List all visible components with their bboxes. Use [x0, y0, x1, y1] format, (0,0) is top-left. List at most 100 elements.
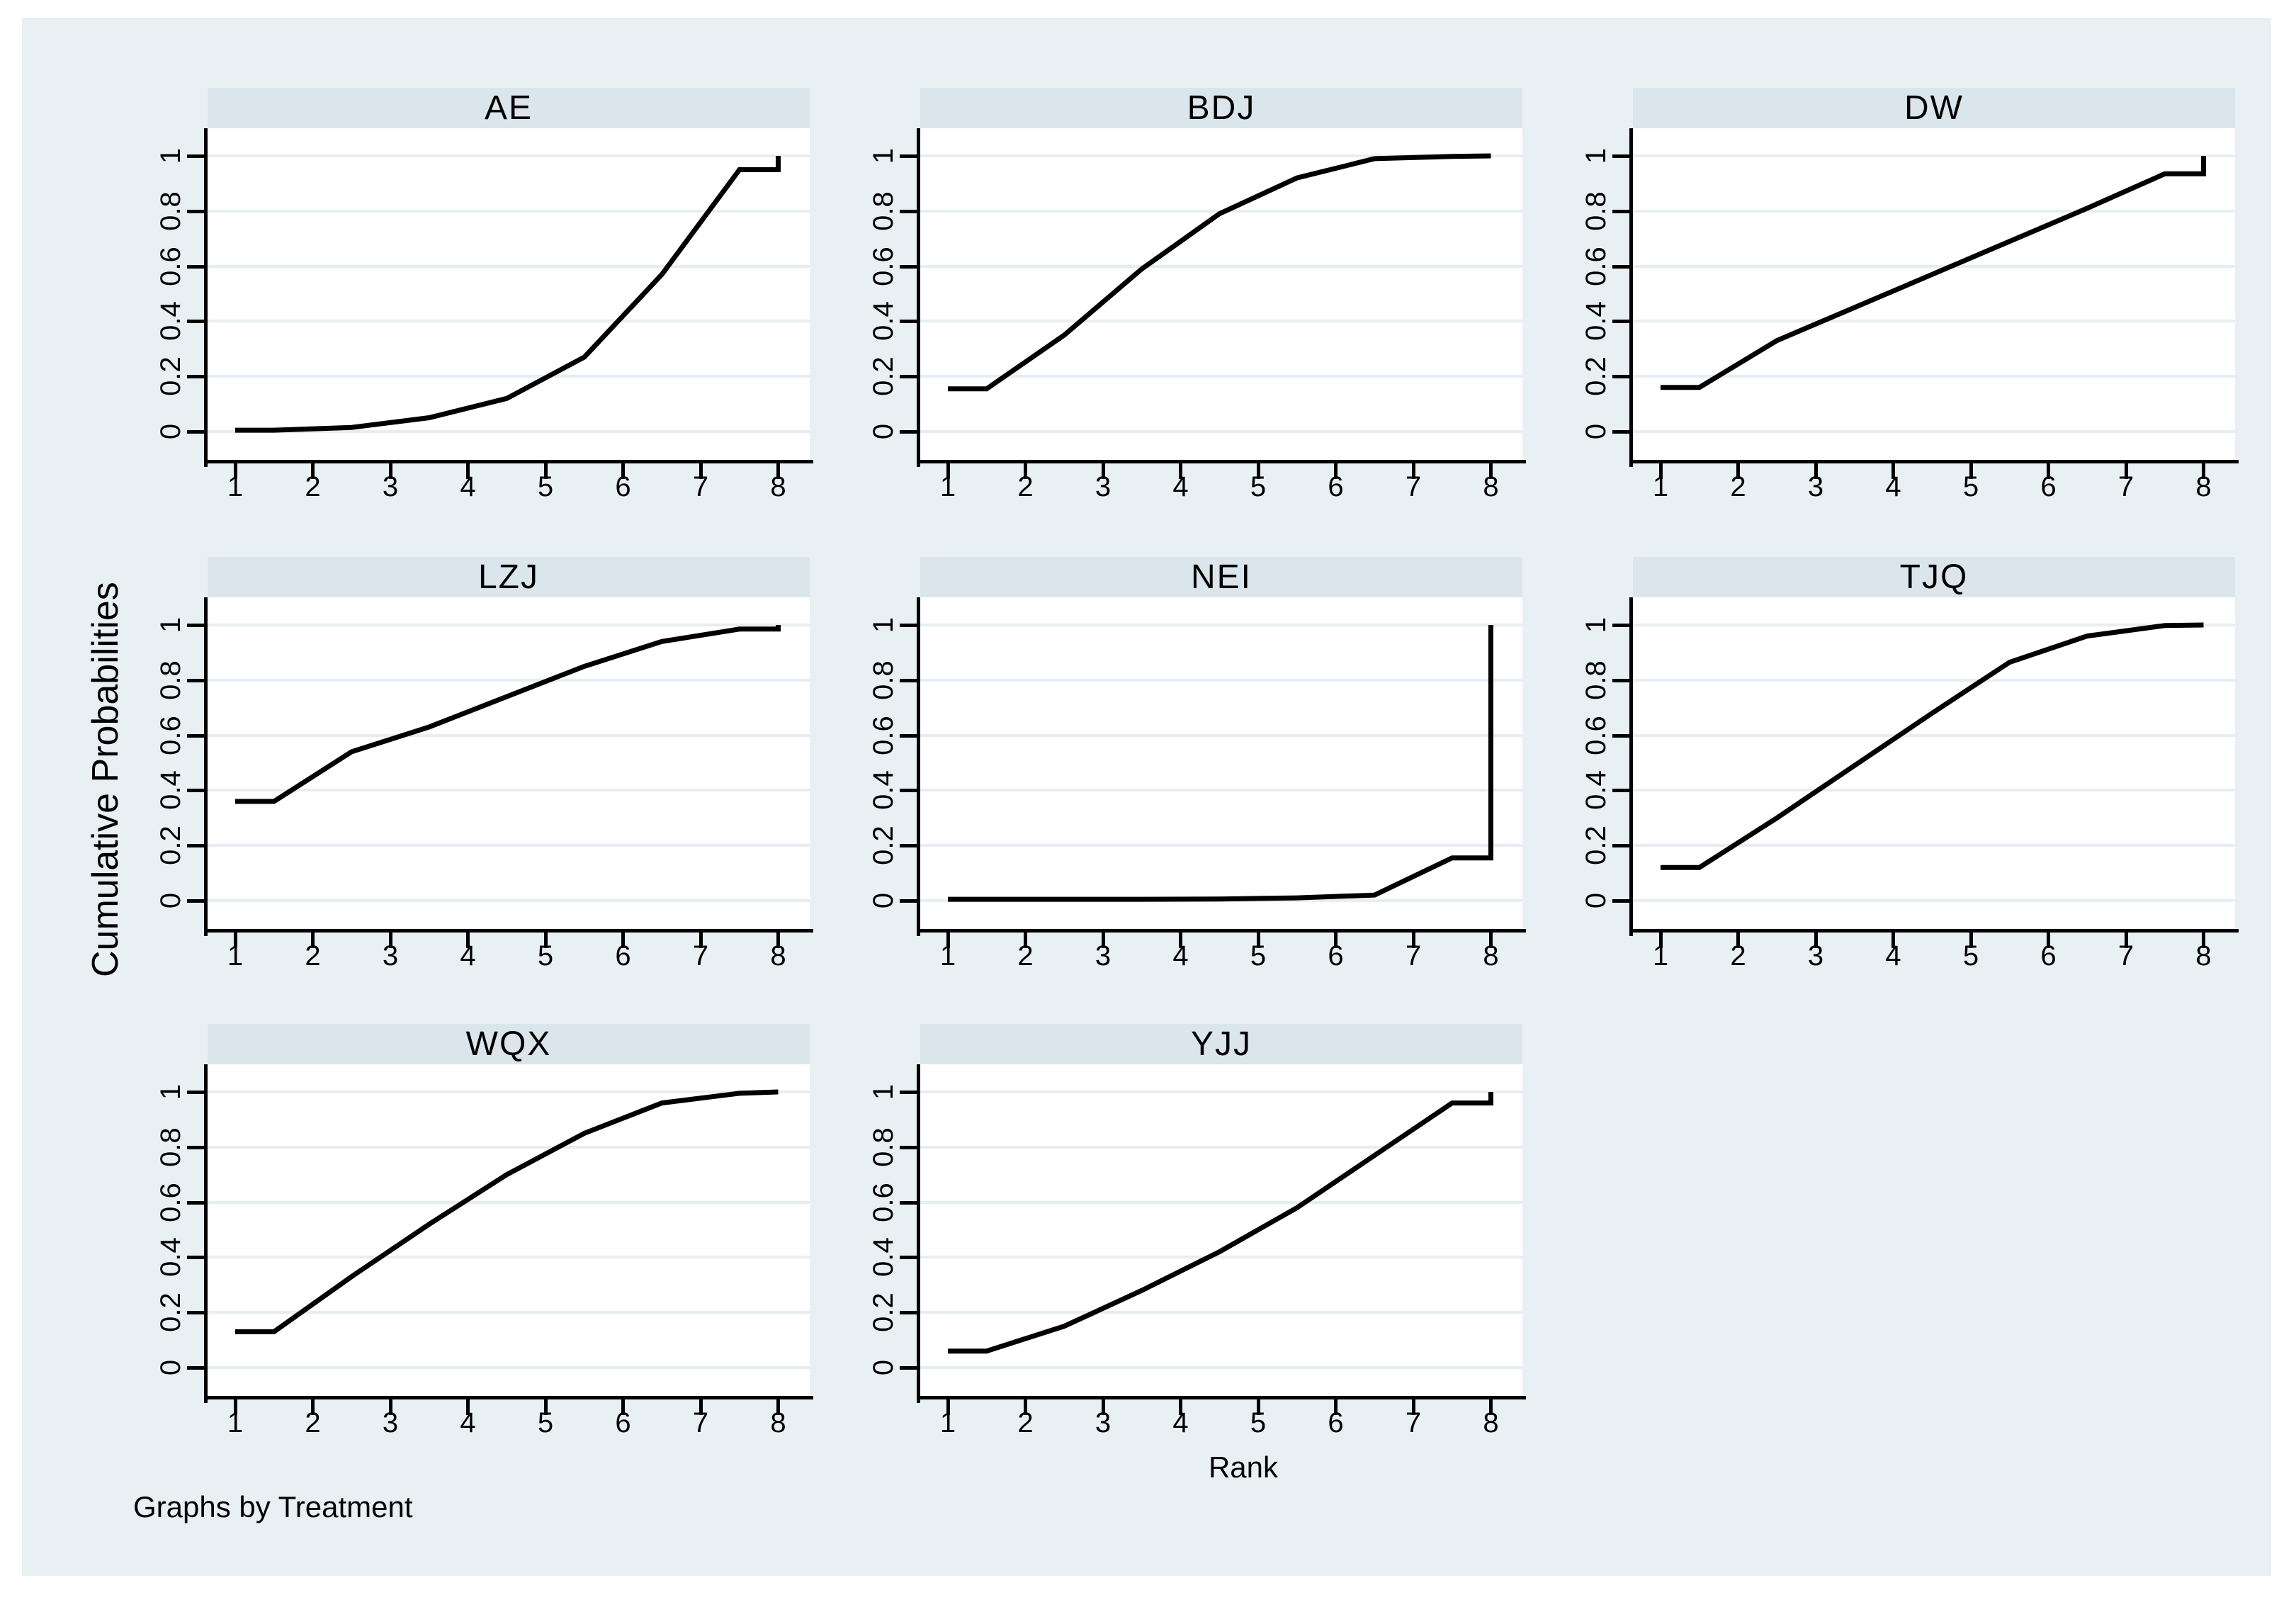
- curve-svg: [235, 1089, 779, 1334]
- gridline: [1633, 678, 2235, 682]
- x-tick: [543, 933, 548, 948]
- cumulative-probability-curve: [235, 156, 781, 433]
- x-tick: [1489, 933, 1493, 948]
- plot-area: 0 0.2 0.4 0.6 0.8 1 1 2 3 4 5 6 7 8: [155, 128, 813, 502]
- panel-title-band: WQX: [208, 1024, 810, 1064]
- x-tick: [1969, 463, 1973, 479]
- x-tick-label: 7: [1405, 1407, 1422, 1438]
- gridline: [1633, 789, 2235, 792]
- panel-title-band: YJJ: [920, 1024, 1522, 1064]
- x-tick-label: 5: [1962, 940, 1979, 971]
- panel-title-band: NEI: [920, 557, 1522, 597]
- x-tick-label: 8: [1483, 940, 1499, 971]
- y-axis-line: [917, 597, 920, 936]
- gridline: [920, 1145, 1522, 1149]
- gridline: [208, 844, 810, 847]
- curve-svg: [948, 153, 1491, 392]
- x-tick-label: 1: [227, 471, 244, 502]
- curve-svg: [235, 625, 781, 804]
- x-tick-label: 6: [615, 940, 631, 971]
- panel-title-band: LZJ: [208, 557, 810, 597]
- x-tick-label: 5: [537, 1407, 554, 1438]
- x-tick: [1256, 463, 1260, 479]
- x-axis-line: [1629, 460, 2239, 463]
- panel-title: NEI: [1190, 558, 1252, 596]
- x-tick: [1814, 463, 1818, 479]
- y-axis-line: [917, 128, 920, 467]
- panel-title: TJQ: [1899, 558, 1969, 596]
- gridline: [208, 264, 810, 268]
- cumulative-probability-curve: [1661, 156, 2206, 390]
- x-tick: [699, 463, 703, 479]
- y-tick: [187, 678, 204, 682]
- x-tick: [2047, 463, 2050, 479]
- x-tick: [1658, 933, 1663, 948]
- x-tick-label: 8: [770, 940, 786, 971]
- x-tick-label: 6: [2040, 940, 2057, 971]
- y-tick: [900, 209, 917, 213]
- gridline: [208, 1200, 810, 1204]
- gridline: [920, 264, 1522, 268]
- y-tick: [1612, 154, 1629, 158]
- gridline: [208, 1091, 810, 1093]
- gridline: [1633, 430, 2235, 433]
- x-tick: [1736, 933, 1740, 948]
- x-tick-label: 4: [1172, 471, 1189, 502]
- y-tick: [900, 154, 917, 158]
- x-tick-label: 8: [1483, 1407, 1499, 1438]
- gridline: [208, 320, 810, 323]
- panel-title: BDJ: [1187, 89, 1256, 127]
- plot-area: 0 0.2 0.4 0.6 0.8 1 1 2 3 4 5 6 7 8: [155, 597, 813, 971]
- x-tick: [233, 463, 237, 479]
- y-tick: [1612, 678, 1629, 682]
- y-tick-label: 1: [868, 616, 899, 633]
- x-tick: [1024, 933, 1027, 948]
- y-tick: [187, 264, 204, 269]
- x-axis-line: [1629, 929, 2239, 933]
- y-tick: [187, 154, 204, 158]
- curve-svg: [235, 156, 781, 433]
- gridline: [208, 430, 810, 433]
- x-tick: [1736, 463, 1740, 479]
- gridline: [208, 1145, 810, 1149]
- y-tick: [900, 678, 917, 682]
- panel-title-band: BDJ: [920, 88, 1522, 128]
- gridline: [920, 1200, 1522, 1204]
- x-tick: [1334, 463, 1338, 479]
- x-tick: [2202, 463, 2205, 479]
- x-tick: [543, 1399, 548, 1415]
- x-tick-label: 6: [615, 1407, 631, 1438]
- y-tick: [900, 1311, 917, 1315]
- x-tick-label: 4: [1172, 1407, 1189, 1438]
- gridline: [920, 1256, 1522, 1259]
- x-tick: [1814, 933, 1818, 948]
- x-tick-label: 5: [1250, 940, 1267, 971]
- cumulative-probability-curve: [948, 1092, 1493, 1354]
- gridline: [208, 1311, 810, 1314]
- x-tick-label: 3: [382, 1407, 399, 1438]
- x-tick: [466, 933, 470, 948]
- gridline: [920, 320, 1522, 323]
- x-tick-label: 5: [1250, 471, 1267, 502]
- y-axis-line: [204, 597, 208, 936]
- x-tick: [2202, 933, 2205, 948]
- y-tick: [900, 844, 917, 848]
- gridline: [208, 899, 810, 902]
- x-tick-label: 5: [537, 471, 554, 502]
- gridline: [1633, 375, 2235, 378]
- gridline: [920, 1091, 1522, 1093]
- x-tick-label: 4: [460, 940, 476, 971]
- plot-area: 0 0.2 0.4 0.6 0.8 1 1 2 3 4 5 6 7 8: [1580, 597, 2239, 971]
- x-axis-line: [917, 929, 1526, 933]
- x-tick-label: 3: [382, 471, 399, 502]
- x-tick-label: 7: [692, 940, 709, 971]
- x-tick: [2124, 933, 2128, 948]
- plot-area: 0 0.2 0.4 0.6 0.8 1 1 2 3 4 5 6 7 8: [868, 128, 1526, 502]
- x-tick: [1179, 933, 1182, 948]
- y-tick: [900, 1145, 917, 1149]
- x-tick-label: 2: [1730, 940, 1746, 971]
- y-tick: [187, 1091, 204, 1094]
- x-tick: [776, 933, 780, 948]
- y-tick: [1612, 624, 1629, 627]
- y-tick: [1612, 899, 1629, 903]
